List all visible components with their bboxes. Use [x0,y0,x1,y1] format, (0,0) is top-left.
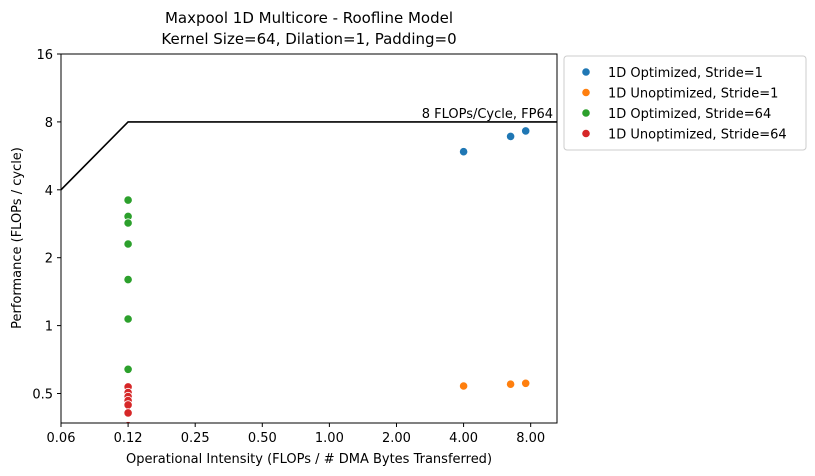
y-tick-label: 4 [45,184,53,199]
data-point-series-3 [123,195,133,205]
legend-marker [581,128,591,139]
x-tick-label: 4.00 [449,431,478,446]
x-tick-label: 8.00 [516,431,545,446]
chart-title: Maxpool 1D Multicore - Roofline Model [165,9,453,27]
x-axis-label: Operational Intensity (FLOPs / # DMA Byt… [126,452,492,467]
data-point-series-1 [521,126,531,136]
y-tick-label: 8 [45,116,53,131]
data-point-series-4 [123,408,133,418]
x-axis: 0.06 0.12 0.25 0.50 1.00 2.00 4.00 8.00 [47,423,545,446]
data-point-series-3 [123,218,133,228]
data-point-series-3 [123,314,133,324]
chart-subtitle: Kernel Size=64, Dilation=1, Padding=0 [161,30,456,48]
legend-label: 1D Optimized, Stride=64 [608,107,771,122]
y-tick-label: 0.5 [32,388,53,403]
legend-label: 1D Unoptimized, Stride=64 [608,128,787,143]
x-tick-label: 0.25 [181,431,210,446]
plot-area: 8 FLOPs/Cycle, FP64 [61,107,557,423]
data-point-series-1 [505,131,516,141]
legend-frame [563,55,807,151]
plot-frame [60,53,558,424]
x-tick-label: 0.06 [47,431,76,446]
x-tick-label: 1.00 [315,431,344,446]
y-tick-label: 16 [36,48,53,63]
x-tick-label: 0.50 [248,431,277,446]
legend-label: 1D Optimized, Stride=1 [608,66,763,81]
data-point-series-2 [505,379,516,389]
legend-marker [581,67,591,77]
data-point-series-4 [123,400,133,410]
data-point-series-2 [521,378,531,388]
x-tick-label: 0.12 [114,431,143,446]
y-axis-label: Performance (FLOPs / cycle) [10,147,25,329]
data-point-series-3 [123,239,133,249]
data-point-series-1 [458,147,469,157]
roofline-label: 8 FLOPs/Cycle, FP64 [422,107,553,122]
data-point-series-3 [123,274,133,285]
roofline-line [61,121,557,191]
data-point-series-2 [458,381,469,391]
y-tick-label: 1 [45,320,53,335]
y-tick-label: 2 [45,252,53,267]
legend-label: 1D Unoptimized, Stride=1 [608,87,778,102]
legend-marker [581,108,591,118]
y-axis: 0.5 1 2 4 8 16 [32,48,61,403]
data-point-series-3 [123,364,133,374]
legend: 1D Optimized, Stride=1 1D Unoptimized, St… [563,55,807,151]
x-tick-label: 2.00 [382,431,411,446]
legend-marker [581,87,591,98]
